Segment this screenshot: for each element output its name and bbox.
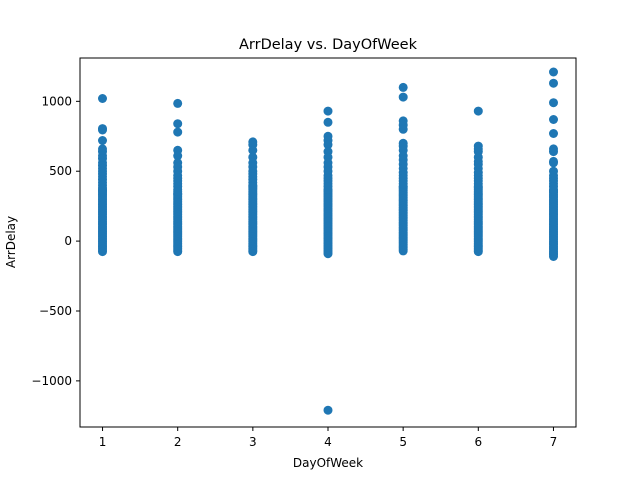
x-tick-label: 4 [324,435,332,449]
y-tick-label: −1000 [31,374,72,388]
x-tick-label: 7 [550,435,558,449]
data-point [549,158,558,168]
plot-area-frame [79,57,577,428]
data-point [398,179,408,189]
data-point [323,140,333,150]
data-point [398,124,408,134]
x-tick-label: 1 [99,435,107,449]
y-tick-label: 0 [64,234,72,248]
data-point [549,184,558,194]
y-tick-label: 500 [49,164,72,178]
data-point [549,147,558,157]
data-point [98,94,107,103]
data-point [173,187,183,196]
data-point [549,115,558,124]
x-tick-label: 6 [474,435,482,449]
data-point [323,182,333,192]
data-point [323,117,333,127]
data-point [398,82,408,92]
points-layer [98,67,558,415]
x-axis-label: DayOfWeek [293,456,363,470]
data-point [549,98,558,108]
data-point [473,179,483,189]
data-point [98,136,107,145]
data-point [323,405,333,415]
data-point [173,151,183,161]
data-point [549,67,558,77]
y-axis-ticks: −1000 −500 0 500 1000 [31,94,80,388]
data-point [173,119,183,129]
x-axis-ticks: 1 2 3 4 5 6 7 [99,427,558,449]
data-point [248,182,258,192]
data-point [173,127,183,137]
data-point [473,106,483,116]
y-tick-label: −500 [39,304,72,318]
data-point [549,129,558,138]
data-point [98,184,107,194]
data-point [173,98,183,108]
data-point [549,78,558,88]
y-tick-label: 1000 [41,94,72,108]
data-point [98,125,107,135]
data-point [248,145,258,155]
data-point [323,106,333,116]
x-tick-label: 3 [249,435,257,449]
x-tick-label: 2 [174,435,182,449]
y-axis-label: ArrDelay [4,216,18,268]
data-point [398,92,408,102]
chart-title: ArrDelay vs. DayOfWeek [239,37,418,53]
x-tick-label: 5 [399,435,407,449]
